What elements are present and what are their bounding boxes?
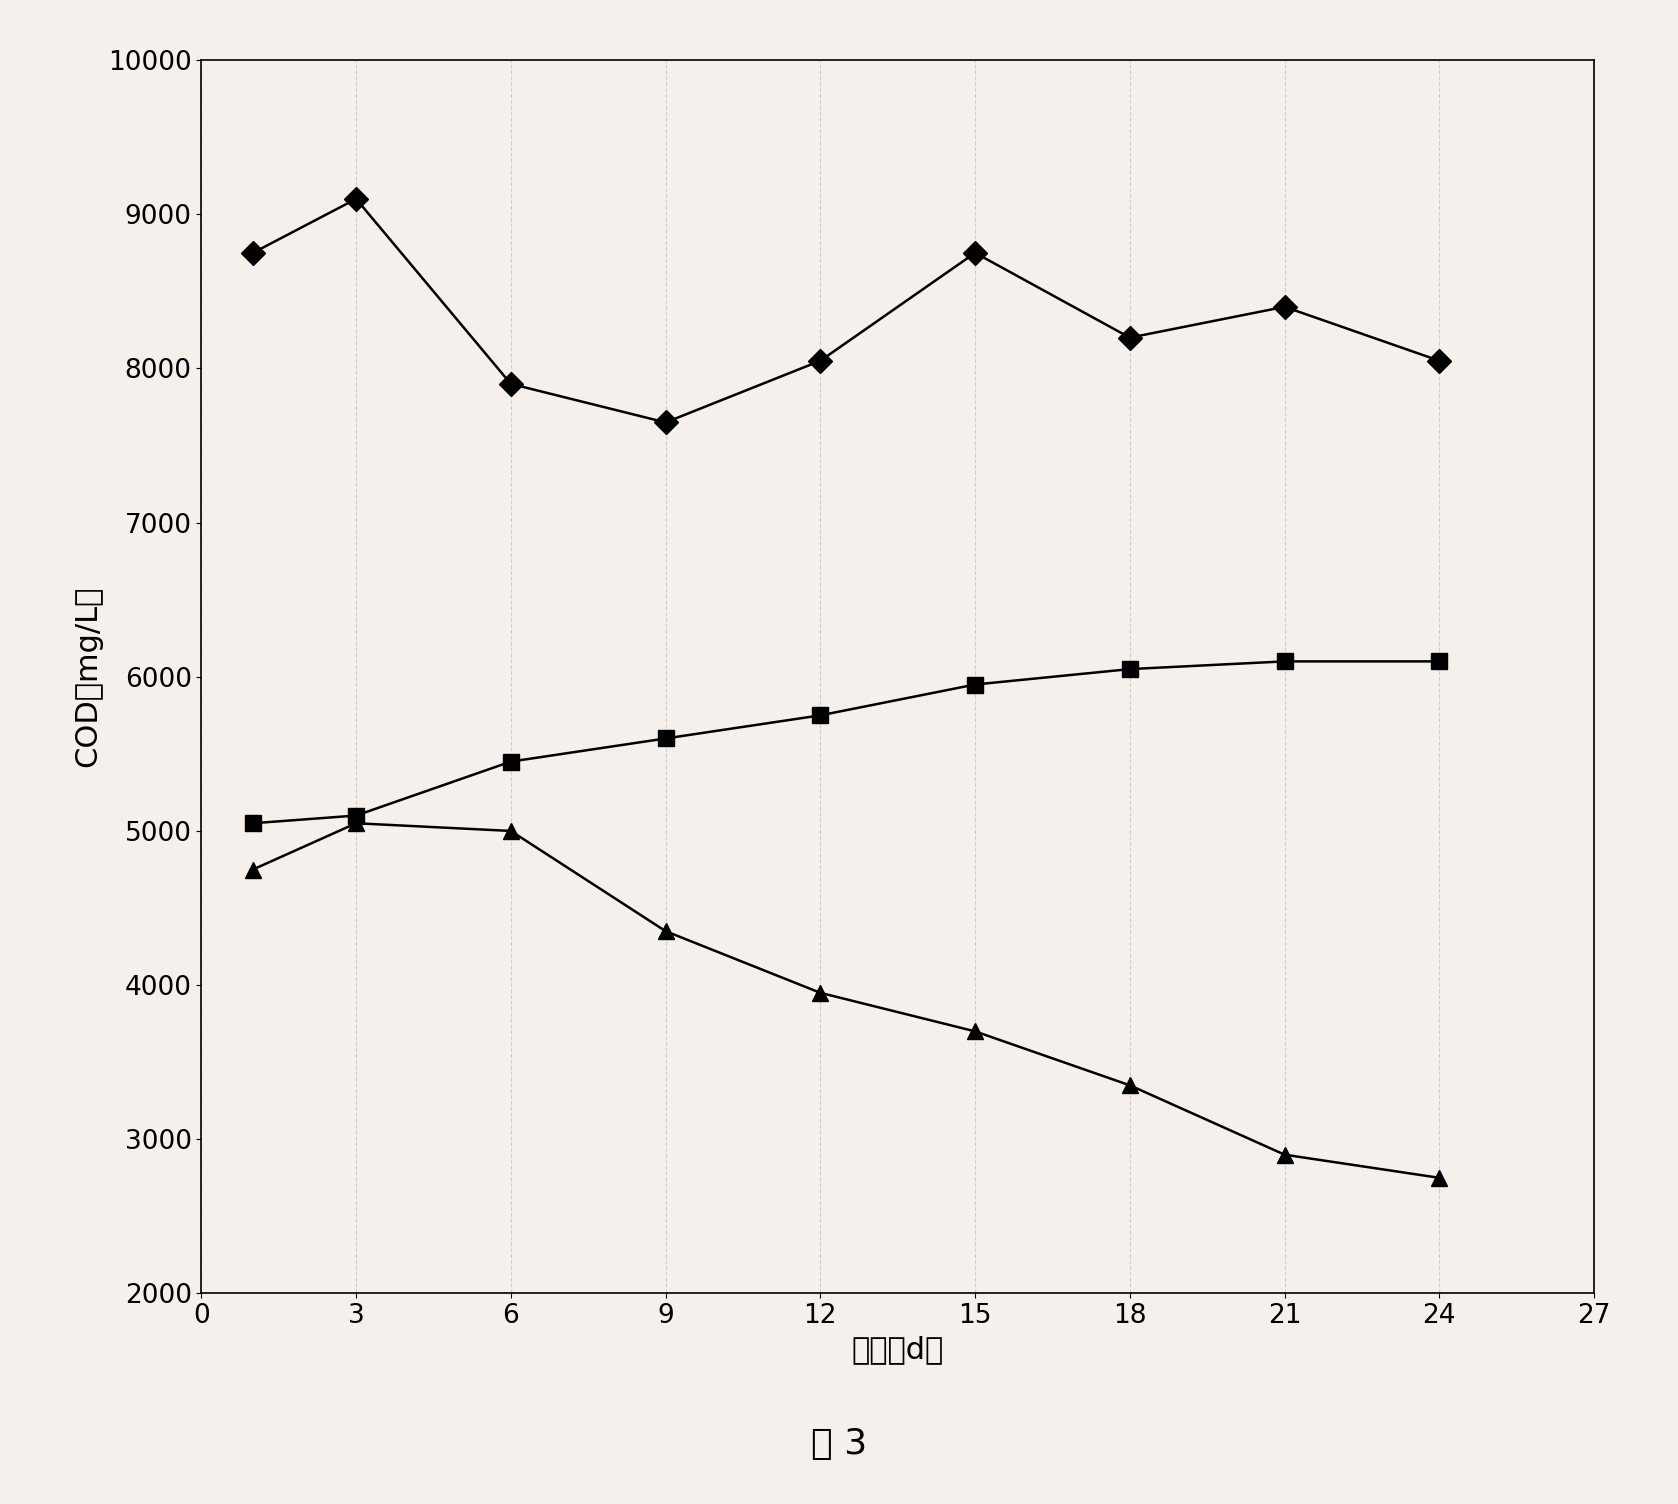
Text: 图 3: 图 3 xyxy=(810,1427,868,1460)
X-axis label: 时间（d）: 时间（d） xyxy=(852,1334,943,1364)
Y-axis label: COD（mg/L）: COD（mg/L） xyxy=(74,587,102,767)
